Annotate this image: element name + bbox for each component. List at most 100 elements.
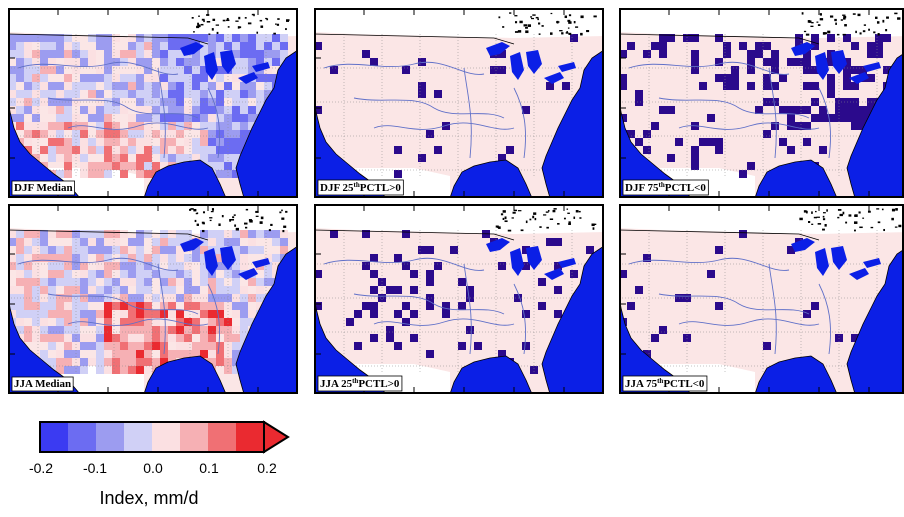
- grid-cell: [216, 246, 224, 254]
- grid-cell: [200, 262, 208, 270]
- grid-cell: [152, 334, 160, 342]
- grid-cell: [144, 294, 152, 302]
- grid-cell: [104, 310, 112, 318]
- grid-cell: [192, 326, 200, 334]
- grid-cell: [112, 154, 120, 162]
- grid-cell: [144, 302, 152, 310]
- grid-cell: [256, 42, 264, 50]
- grid-cell: [200, 342, 208, 350]
- grid-cell: [40, 146, 48, 154]
- significant-cell: [843, 106, 851, 114]
- significant-cell: [394, 170, 402, 178]
- grid-cell: [136, 138, 144, 146]
- significant-cell: [875, 42, 883, 50]
- grid-cell: [80, 262, 88, 270]
- grid-cell: [192, 66, 200, 74]
- grid-cell: [168, 82, 176, 90]
- grid-cell: [120, 106, 128, 114]
- grid-cell: [248, 42, 256, 50]
- grid-cell: [176, 146, 184, 154]
- grid-cell: [224, 318, 232, 326]
- grid-cell: [16, 302, 24, 310]
- grid-cell: [152, 114, 160, 122]
- grid-cell: [264, 74, 272, 82]
- significant-cell: [402, 230, 410, 238]
- significant-cell: [803, 82, 811, 90]
- grid-cell: [168, 74, 176, 82]
- grid-cell: [200, 50, 208, 58]
- grid-cell: [152, 146, 160, 154]
- grid-cell: [128, 318, 136, 326]
- significant-cell: [635, 90, 643, 98]
- map-panel-djf-p75: DJF 75thPCTL<0: [619, 8, 904, 198]
- grid-cell: [232, 326, 240, 334]
- grid-cell: [136, 366, 144, 374]
- significant-cell: [755, 42, 763, 50]
- grid-cell: [104, 318, 112, 326]
- grid-cell: [112, 50, 120, 58]
- significant-cell: [851, 114, 859, 122]
- grid-cell: [128, 334, 136, 342]
- grid-cell: [264, 262, 272, 270]
- grid-cell: [96, 90, 104, 98]
- grid-cell: [176, 90, 184, 98]
- grid-cell: [56, 138, 64, 146]
- grid-cell: [240, 246, 248, 254]
- colorbar-swatch: [208, 422, 236, 452]
- significant-cell: [442, 122, 450, 130]
- grid-cell: [64, 114, 72, 122]
- significant-cell: [402, 66, 410, 74]
- grid-cell: [96, 42, 104, 50]
- grid-cell: [160, 114, 168, 122]
- coastline: [8, 204, 298, 394]
- grid-cell: [272, 50, 280, 58]
- significant-cell: [418, 90, 426, 98]
- grid-cell: [208, 138, 216, 146]
- grid-cell: [120, 262, 128, 270]
- grid-cell: [160, 286, 168, 294]
- grid-cell: [104, 358, 112, 366]
- grid-cell: [208, 154, 216, 162]
- grid-cell: [184, 154, 192, 162]
- significant-cell: [354, 310, 362, 318]
- grid-cell: [112, 342, 120, 350]
- panel-label: JJA Median: [14, 378, 71, 390]
- grid-cell: [168, 246, 176, 254]
- grid-cell: [80, 246, 88, 254]
- river-line: [678, 318, 820, 326]
- colorbar-title: Index, mm/d: [99, 488, 199, 508]
- great-lake: [831, 246, 847, 270]
- river-line: [658, 293, 810, 315]
- grid-cell: [64, 34, 72, 42]
- grid-cell: [48, 278, 56, 286]
- grid-cell: [152, 42, 160, 50]
- grid-cell: [128, 114, 136, 122]
- grid-cell: [64, 318, 72, 326]
- colorbar-swatch: [236, 422, 264, 452]
- grid-cell: [152, 254, 160, 262]
- grid-cell: [248, 318, 256, 326]
- grid-cell: [136, 350, 144, 358]
- grid-cell: [80, 74, 88, 82]
- grid-cell: [192, 294, 200, 302]
- grid-cell: [272, 58, 280, 66]
- grid-cell: [280, 238, 288, 246]
- grid-cell: [168, 50, 176, 58]
- grid-cell: [88, 342, 96, 350]
- grid-cell: [160, 146, 168, 154]
- significant-cell: [787, 146, 795, 154]
- significant-cell: [707, 270, 715, 278]
- significant-cell: [659, 326, 667, 334]
- grid-cell: [232, 106, 240, 114]
- grid-cell: [136, 286, 144, 294]
- grid-cell: [32, 230, 40, 238]
- grid-cell: [240, 262, 248, 270]
- significant-cell: [755, 50, 763, 58]
- grid-cell: [56, 350, 64, 358]
- grid-cell: [224, 270, 232, 278]
- grid-cell: [184, 334, 192, 342]
- significant-cell: [723, 50, 731, 58]
- grid-cell: [264, 66, 272, 74]
- significant-cell: [795, 122, 803, 130]
- grid-cell: [24, 82, 32, 90]
